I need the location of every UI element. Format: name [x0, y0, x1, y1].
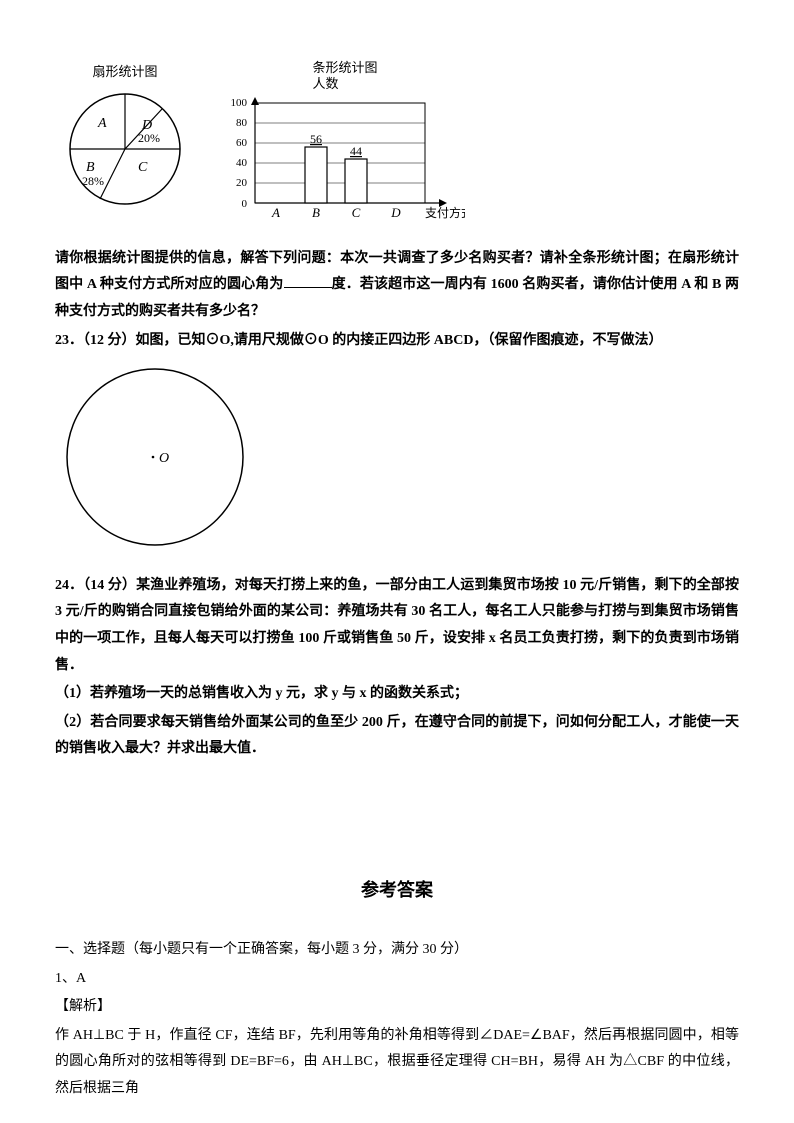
bar-b-label: 56: [310, 132, 322, 146]
q24-line2: （1）若养殖场一天的总销售收入为 y 元，求 y 与 x 的函数关系式；: [55, 681, 739, 708]
answer-1: 1、A: [55, 966, 739, 993]
ytick-4: 80: [236, 117, 248, 129]
pie-label-a: A: [97, 116, 107, 131]
q23-figure: O: [55, 362, 739, 563]
pie-pct-d: 20%: [138, 131, 160, 145]
ytick-3: 60: [236, 137, 248, 149]
pie-label-c: C: [138, 160, 148, 175]
ytick-1: 20: [236, 177, 248, 189]
pie-label-b: B: [86, 160, 95, 175]
pie-pct-b: 28%: [82, 174, 104, 188]
xtick-a: A: [271, 205, 280, 220]
ytick-0: 0: [242, 198, 248, 210]
xtick-c: C: [352, 205, 361, 220]
charts-row: 扇形统计图 A B C D 28% 20% 条形统计图 人数: [55, 60, 739, 234]
pie-chart-title: 扇形统计图: [55, 60, 195, 85]
bar-chart-container: 条形统计图 人数 0 20 40 60 80 100 5: [225, 60, 465, 234]
q24-line3: （2）若合同要求每天销售给外面某公司的鱼至少 200 斤，在遵守合同的前提下，问…: [55, 710, 739, 763]
answers-section1-title: 一、选择题（每小题只有一个正确答案，每小题 3 分，满分 30 分）: [55, 937, 739, 964]
ytick-2: 40: [236, 157, 248, 169]
pie-chart-svg: A B C D 28% 20%: [60, 89, 190, 214]
bar-chart-svg: 0 20 40 60 80 100 56 44 A B C D 支付方式: [225, 93, 465, 223]
pie-chart-container: 扇形统计图 A B C D 28% 20%: [55, 60, 195, 224]
ytick-5: 100: [231, 97, 248, 109]
circle-o-label: O: [159, 451, 169, 466]
bar-chart-ylabel: 人数: [312, 76, 338, 91]
bar-b: [305, 147, 327, 203]
q22-paragraph: 请你根据统计图提供的信息，解答下列问题：本次一共调查了多少名购买者？请补全条形统…: [55, 246, 739, 326]
q23-text: 23．（12 分）如图，已知⊙O,请用尺规做⊙O 的内接正四边形 ABCD，（保…: [55, 328, 739, 355]
bar-c-label: 44: [350, 144, 362, 158]
q24-line1: 24．（14 分）某渔业养殖场，对每天打捞上来的鱼，一部分由工人运到集贸市场按 …: [55, 573, 739, 679]
bar-chart-xlabel: 支付方式: [425, 205, 465, 220]
analysis-label: 【解析】: [55, 994, 739, 1021]
xtick-d: D: [390, 205, 401, 220]
bar-c: [345, 159, 367, 203]
bar-chart-title: 条形统计图: [312, 60, 377, 75]
answer-1-text: 作 AH⊥BC 于 H，作直径 CF，连结 BF，先利用等角的补角相等得到∠DA…: [55, 1023, 739, 1103]
answers-heading: 参考答案: [55, 873, 739, 907]
blank-fill: [284, 274, 332, 288]
xtick-b: B: [312, 205, 320, 220]
